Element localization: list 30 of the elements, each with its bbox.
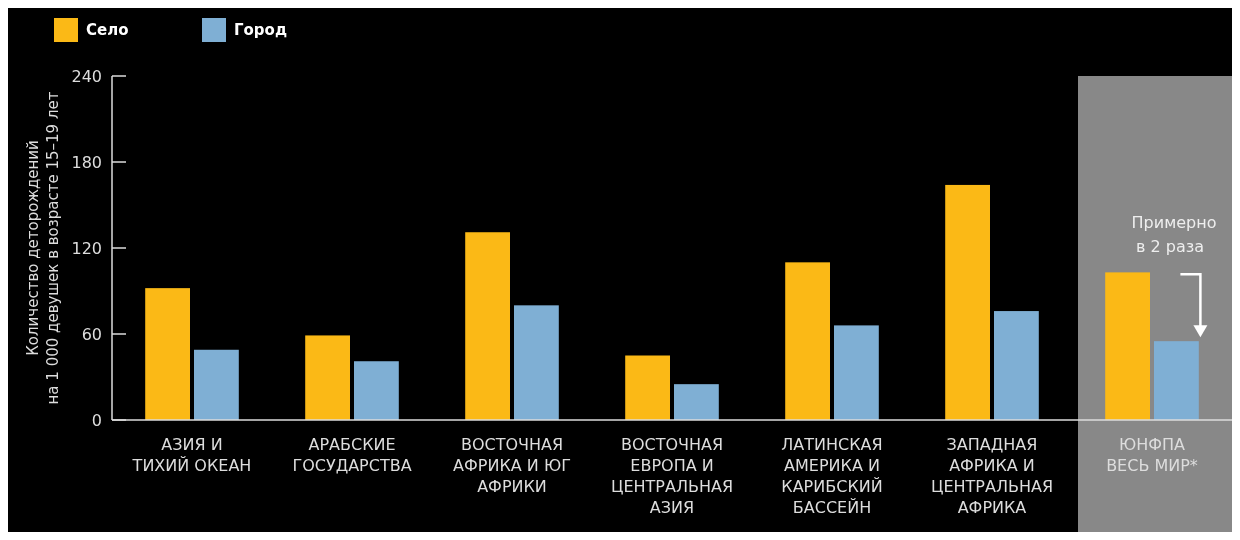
bar (465, 232, 510, 420)
x-tick-label: ЛАТИНСКАЯ АМЕРИКА И КАРИБСКИЙ БАССЕЙН (781, 435, 883, 517)
y-tick-label: 0 (91, 410, 102, 430)
bar (145, 288, 190, 420)
y-axis-title: Количество деторождений на 1 000 девушек в возрасте 15–19 лет (24, 91, 62, 405)
x-tick-label: АЗИЯ И ТИХИЙ ОКЕАН (131, 435, 252, 475)
x-tick-label: ЗАПАДНАЯ АФРИКА И ЦЕНТРАЛЬНАЯ АФРИКА (930, 435, 1054, 517)
bar (514, 305, 559, 420)
y-tick-label: 180 (71, 152, 102, 172)
bar (305, 335, 350, 420)
bar (1105, 272, 1150, 420)
bar (625, 355, 670, 420)
bar (945, 184, 990, 420)
legend-label: Село (86, 21, 129, 40)
bar (1154, 341, 1199, 420)
y-tick-label: 240 (71, 66, 102, 86)
x-tick-label: АРАБСКИЕ ГОСУДАРСТВА (292, 435, 412, 475)
y-tick-label: 120 (71, 238, 102, 258)
bar (194, 349, 239, 420)
legend-label: Город (234, 21, 288, 40)
bar (785, 262, 830, 420)
x-tick-label: ВОСТОЧНАЯ ЕВРОПА И ЦЕНТРАЛЬНАЯ АЗИЯ (610, 435, 734, 517)
x-tick-label: ВОСТОЧНАЯ АФРИКА И ЮГ АФРИКИ (453, 435, 571, 496)
x-tick-label: ЮНФПА ВЕСЬ МИР* (1106, 435, 1198, 475)
bar (674, 384, 719, 420)
bar (994, 311, 1039, 420)
annotation: Примерно в 2 раза (1131, 213, 1217, 257)
bar (354, 361, 399, 420)
bar (834, 325, 879, 420)
y-tick-label: 60 (81, 324, 102, 344)
